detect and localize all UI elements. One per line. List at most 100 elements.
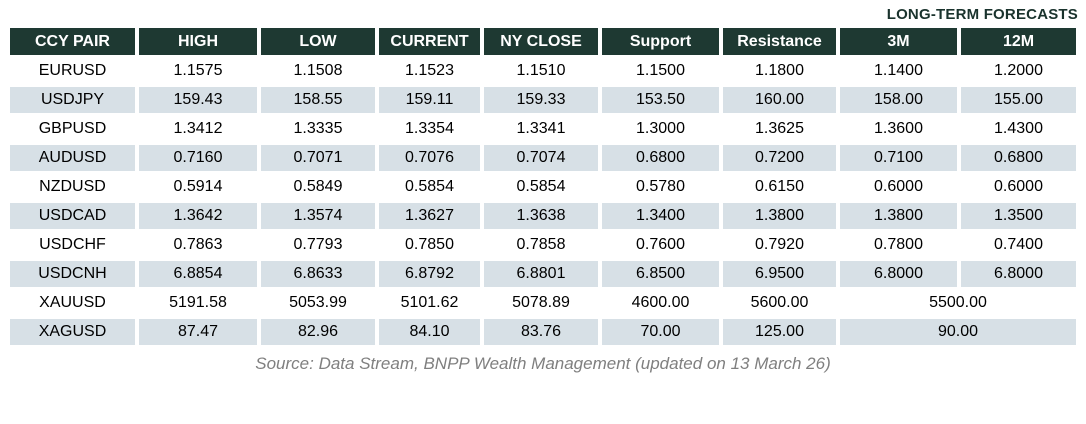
support-cell: 70.00 [602,319,719,345]
current-cell: 1.1523 [379,58,480,84]
forecast-12m-cell: 0.6000 [961,174,1076,200]
current-cell: 159.11 [379,87,480,113]
forecast-3m-cell: 0.7800 [840,232,957,258]
support-cell: 1.3000 [602,116,719,142]
source-note: Source: Data Stream, BNPP Wealth Managem… [255,354,831,373]
high-cell: 1.3412 [139,116,257,142]
forecast-3m-cell: 6.8000 [840,261,957,287]
low-cell: 82.96 [261,319,375,345]
high-cell: 6.8854 [139,261,257,287]
high-cell: 0.5914 [139,174,257,200]
resistance-cell: 0.6150 [723,174,836,200]
forecast-3m-cell: 1.3600 [840,116,957,142]
column-header-support: Support [602,28,719,55]
forecast-3m-cell: 158.00 [840,87,957,113]
support-cell: 0.5780 [602,174,719,200]
current-cell: 0.7850 [379,232,480,258]
current-cell: 1.3627 [379,203,480,229]
low-cell: 1.3335 [261,116,375,142]
ccy-pair-cell: GBPUSD [10,116,135,142]
low-cell: 1.3574 [261,203,375,229]
header-row: CCY PAIR HIGH LOW CURRENT NY CLOSE Suppo… [10,28,1076,55]
forecast-12m-cell: 0.6800 [961,145,1076,171]
column-header-3m: 3M [840,28,957,55]
support-cell: 1.1500 [602,58,719,84]
support-cell: 153.50 [602,87,719,113]
ccy-pair-cell: USDCAD [10,203,135,229]
ny-close-cell: 83.76 [484,319,598,345]
ny-close-cell: 0.7858 [484,232,598,258]
ny-close-cell: 1.1510 [484,58,598,84]
current-cell: 0.5854 [379,174,480,200]
support-cell: 0.6800 [602,145,719,171]
resistance-cell: 1.3800 [723,203,836,229]
current-cell: 5101.62 [379,290,480,316]
ccy-pair-cell: USDCNH [10,261,135,287]
high-cell: 0.7863 [139,232,257,258]
support-cell: 4600.00 [602,290,719,316]
table-row: USDCAD 1.3642 1.3574 1.3627 1.3638 1.340… [10,203,1076,229]
low-cell: 6.8633 [261,261,375,287]
forecast-3m-cell: 1.1400 [840,58,957,84]
ccy-pair-cell: USDCHF [10,232,135,258]
forecast-merged-cell: 5500.00 [840,290,1076,316]
ccy-pair-cell: EURUSD [10,58,135,84]
table-row: EURUSD 1.1575 1.1508 1.1523 1.1510 1.150… [10,58,1076,84]
high-cell: 1.1575 [139,58,257,84]
column-header-low: LOW [261,28,375,55]
low-cell: 5053.99 [261,290,375,316]
table-row: USDCNH 6.8854 6.8633 6.8792 6.8801 6.850… [10,261,1076,287]
resistance-cell: 160.00 [723,87,836,113]
high-cell: 5191.58 [139,290,257,316]
forecast-3m-cell: 1.3800 [840,203,957,229]
low-cell: 158.55 [261,87,375,113]
high-cell: 0.7160 [139,145,257,171]
table-row: AUDUSD 0.7160 0.7071 0.7076 0.7074 0.680… [10,145,1076,171]
current-cell: 0.7076 [379,145,480,171]
table-row: USDJPY 159.43 158.55 159.11 159.33 153.5… [10,87,1076,113]
ny-close-cell: 1.3341 [484,116,598,142]
table-row: XAGUSD 87.47 82.96 84.10 83.76 70.00 125… [10,319,1076,345]
forecast-12m-cell: 1.2000 [961,58,1076,84]
table-row: USDCHF 0.7863 0.7793 0.7850 0.7858 0.760… [10,232,1076,258]
column-header-ccy-pair: CCY PAIR [10,28,135,55]
low-cell: 0.7071 [261,145,375,171]
resistance-cell: 0.7200 [723,145,836,171]
forecast-12m-cell: 1.3500 [961,203,1076,229]
table-row: XAUUSD 5191.58 5053.99 5101.62 5078.89 4… [10,290,1076,316]
low-cell: 1.1508 [261,58,375,84]
low-cell: 0.7793 [261,232,375,258]
fx-forecast-table: CCY PAIR HIGH LOW CURRENT NY CLOSE Suppo… [6,25,1080,348]
resistance-cell: 1.3625 [723,116,836,142]
forecast-3m-cell: 0.7100 [840,145,957,171]
high-cell: 159.43 [139,87,257,113]
ccy-pair-cell: XAUUSD [10,290,135,316]
column-header-resistance: Resistance [723,28,836,55]
support-cell: 1.3400 [602,203,719,229]
forecast-3m-cell: 0.6000 [840,174,957,200]
column-header-ny-close: NY CLOSE [484,28,598,55]
ccy-pair-cell: USDJPY [10,87,135,113]
low-cell: 0.5849 [261,174,375,200]
forecast-12m-cell: 1.4300 [961,116,1076,142]
current-cell: 6.8792 [379,261,480,287]
table-row: NZDUSD 0.5914 0.5849 0.5854 0.5854 0.578… [10,174,1076,200]
ny-close-cell: 6.8801 [484,261,598,287]
forecast-12m-cell: 0.7400 [961,232,1076,258]
ny-close-cell: 5078.89 [484,290,598,316]
column-header-current: CURRENT [379,28,480,55]
ccy-pair-cell: AUDUSD [10,145,135,171]
high-cell: 1.3642 [139,203,257,229]
support-cell: 6.8500 [602,261,719,287]
high-cell: 87.47 [139,319,257,345]
column-header-12m: 12M [961,28,1076,55]
forecast-12m-cell: 6.8000 [961,261,1076,287]
resistance-cell: 1.1800 [723,58,836,84]
support-cell: 0.7600 [602,232,719,258]
table-row: GBPUSD 1.3412 1.3335 1.3354 1.3341 1.300… [10,116,1076,142]
resistance-cell: 0.7920 [723,232,836,258]
ccy-pair-cell: XAGUSD [10,319,135,345]
ny-close-cell: 0.5854 [484,174,598,200]
resistance-cell: 6.9500 [723,261,836,287]
